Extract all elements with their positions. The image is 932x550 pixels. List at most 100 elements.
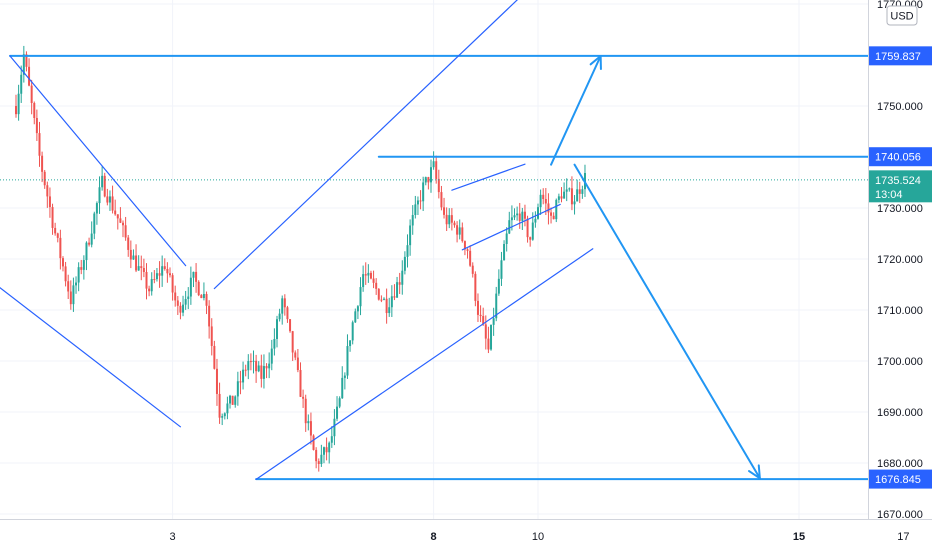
candle-body bbox=[427, 177, 430, 183]
candle-body bbox=[155, 273, 158, 280]
candle-body bbox=[461, 227, 464, 242]
candle-body bbox=[82, 260, 85, 270]
candle-body bbox=[534, 218, 537, 223]
candle-body bbox=[64, 266, 67, 282]
candle-body bbox=[547, 203, 550, 213]
candle-body bbox=[148, 288, 151, 292]
candle-body bbox=[440, 192, 443, 208]
candle-body bbox=[135, 255, 138, 271]
candle-body bbox=[262, 366, 265, 379]
candle-body bbox=[377, 288, 380, 300]
candle-body bbox=[312, 435, 315, 450]
candle-body bbox=[343, 375, 346, 378]
candle-body bbox=[93, 213, 96, 234]
descending-channel-upper[interactable] bbox=[9, 55, 187, 267]
bullish-target-arrow[interactable] bbox=[550, 55, 602, 166]
candle-body bbox=[435, 161, 438, 179]
ascending-channel-lower[interactable] bbox=[255, 248, 594, 480]
candle-body bbox=[80, 267, 83, 270]
time-tick-label: 10 bbox=[532, 531, 544, 543]
candle-body bbox=[351, 322, 354, 341]
candle-body bbox=[296, 357, 299, 371]
candle-body bbox=[54, 227, 57, 234]
candle-body bbox=[450, 215, 453, 223]
candle-body bbox=[568, 188, 571, 190]
bearish-target-arrow-head[interactable] bbox=[748, 464, 761, 480]
candle-body bbox=[510, 217, 513, 221]
candle-body bbox=[388, 307, 391, 314]
candle-body bbox=[17, 93, 20, 115]
candle-body bbox=[46, 185, 49, 197]
candle-body bbox=[69, 291, 72, 305]
ascending-channel-upper[interactable] bbox=[213, 0, 535, 290]
currency-label-box[interactable]: USD bbox=[886, 5, 918, 26]
price-tick-label: 1750.000 bbox=[877, 101, 923, 113]
candle-body bbox=[163, 266, 166, 270]
candle-body bbox=[416, 200, 419, 205]
candle-body bbox=[98, 187, 101, 204]
candle-body bbox=[20, 74, 23, 94]
candle-body bbox=[372, 278, 375, 283]
price-tick-label: 1720.000 bbox=[877, 254, 923, 266]
candle-body bbox=[531, 222, 534, 240]
candle-body bbox=[508, 220, 511, 234]
candle-body bbox=[33, 102, 36, 118]
candle-body bbox=[419, 200, 422, 202]
bullish-target-arrow-head[interactable] bbox=[589, 55, 602, 71]
flag-upper[interactable] bbox=[451, 163, 526, 191]
candle-body bbox=[197, 281, 200, 296]
time-tick-label: 15 bbox=[793, 531, 805, 543]
bearish-target-arrow[interactable] bbox=[573, 163, 761, 480]
candle-body bbox=[61, 258, 64, 267]
descending-channel-lower[interactable] bbox=[0, 286, 182, 428]
candle-body bbox=[242, 369, 245, 383]
candle-body bbox=[281, 298, 284, 314]
candle-body bbox=[539, 194, 542, 208]
candle-body bbox=[176, 300, 179, 306]
candle-body bbox=[341, 377, 344, 399]
candle-body bbox=[443, 207, 446, 215]
trend-drawings[interactable] bbox=[0, 0, 887, 481]
candle-body bbox=[565, 189, 568, 192]
candle-body bbox=[150, 279, 153, 292]
candle-body bbox=[174, 292, 177, 301]
candle-body bbox=[581, 189, 584, 194]
price-tick-label: 1700.000 bbox=[877, 356, 923, 368]
candle-body bbox=[544, 199, 547, 204]
candle-body bbox=[484, 324, 487, 339]
candle-body bbox=[182, 304, 185, 313]
candle-body bbox=[103, 175, 106, 197]
candle-body bbox=[518, 213, 521, 221]
candle-body bbox=[302, 396, 305, 399]
candle-body bbox=[560, 196, 563, 199]
price-axis-panel[interactable] bbox=[869, 0, 932, 520]
lower-target-badge: 1676.845 bbox=[869, 469, 932, 489]
candle-body bbox=[260, 365, 263, 379]
price-tick-label: 1690.000 bbox=[877, 407, 923, 419]
candle-body bbox=[375, 282, 378, 289]
time-axis-panel[interactable] bbox=[0, 520, 932, 550]
time-tick-label: 3 bbox=[170, 531, 176, 543]
upper-target-value: 1759.837 bbox=[875, 51, 921, 63]
candle-body bbox=[570, 188, 573, 205]
candle-body bbox=[307, 421, 310, 424]
candle-body bbox=[108, 196, 111, 203]
candle-body bbox=[463, 241, 466, 250]
candle-body bbox=[320, 454, 323, 465]
candle-body bbox=[578, 189, 581, 194]
candle-body bbox=[88, 242, 91, 245]
candle-body bbox=[223, 413, 226, 417]
candle-body bbox=[513, 215, 516, 218]
candle-body bbox=[333, 418, 336, 437]
candle-body bbox=[362, 274, 365, 288]
candle-body bbox=[239, 381, 242, 383]
candle-body bbox=[257, 365, 260, 372]
flag-lower[interactable] bbox=[461, 203, 561, 251]
candle-body bbox=[336, 406, 339, 419]
candle-body bbox=[557, 196, 560, 200]
candle-body bbox=[322, 447, 325, 455]
candle-body bbox=[59, 237, 62, 259]
candle-body bbox=[526, 218, 529, 238]
current-price-badge: 1735.524 13:04 bbox=[869, 170, 932, 203]
